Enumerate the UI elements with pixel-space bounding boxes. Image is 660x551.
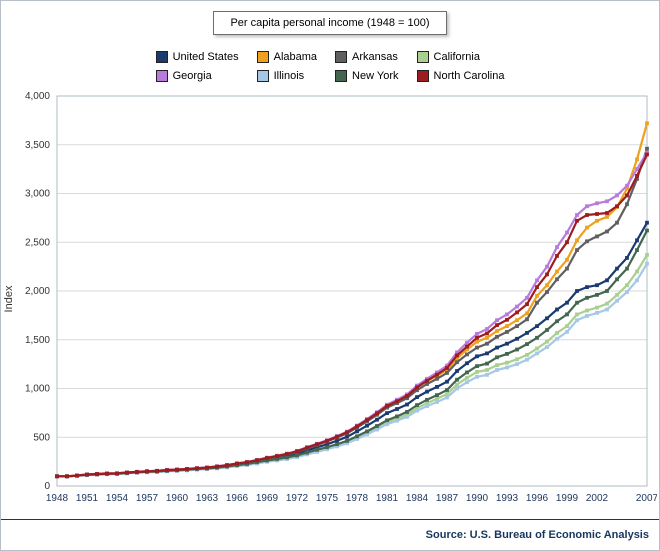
svg-text:1960: 1960 — [166, 493, 189, 504]
legend-swatch — [335, 51, 348, 63]
legend-swatch — [256, 70, 269, 82]
legend-label: Alabama — [273, 51, 318, 63]
svg-text:1954: 1954 — [106, 493, 129, 504]
svg-text:1975: 1975 — [316, 493, 339, 504]
line-chart: 0 500 1,000 1,500 2,000 2,500 3,000 3,500 4,000 1… — [25, 91, 657, 504]
svg-text:2,500: 2,500 — [25, 237, 50, 248]
svg-text:500: 500 — [33, 432, 50, 443]
series-illinois — [55, 261, 649, 479]
legend-label: Illinois — [273, 70, 305, 82]
legend-swatch — [155, 70, 168, 82]
legend-item-united-states: United States — [155, 51, 239, 63]
legend-item-arkansas: Arkansas — [335, 51, 398, 63]
svg-text:1966: 1966 — [226, 493, 249, 504]
svg-text:0: 0 — [44, 481, 50, 492]
plot-border — [56, 95, 648, 487]
series-alabama — [55, 121, 649, 479]
legend-label: North Carolina — [433, 70, 505, 82]
svg-text:1963: 1963 — [196, 493, 219, 504]
svg-text:1990: 1990 — [466, 493, 489, 504]
legend-item-georgia: Georgia — [155, 70, 239, 82]
legend-item-illinois: Illinois — [256, 70, 317, 82]
legend: United States Alabama Arkansas California Ge… — [155, 51, 505, 82]
chart-title-box: Per capita personal income (1948 = 100) — [213, 11, 447, 35]
svg-text:1951: 1951 — [76, 493, 99, 504]
svg-text:1948: 1948 — [46, 493, 69, 504]
svg-text:2,000: 2,000 — [25, 286, 50, 297]
legend-swatch — [256, 51, 269, 63]
gridlines — [57, 144, 647, 438]
svg-text:1957: 1957 — [136, 493, 159, 504]
svg-text:1987: 1987 — [436, 493, 459, 504]
legend-label: Georgia — [172, 70, 212, 82]
series-north-carolina — [55, 152, 649, 479]
y-axis-ticks: 0 500 1,000 1,500 2,000 2,500 3,000 3,500 4,000 — [25, 91, 50, 492]
legend-item-new-york: New York — [335, 70, 399, 82]
svg-text:4,000: 4,000 — [25, 91, 50, 102]
y-axis-title: Index — [3, 285, 15, 313]
svg-text:1981: 1981 — [376, 493, 399, 504]
chart-title: Per capita personal income (1948 = 100) — [230, 17, 430, 29]
series-california — [55, 253, 649, 479]
legend-label: California — [433, 51, 480, 63]
legend-label: Arkansas — [352, 51, 398, 63]
svg-text:3,500: 3,500 — [25, 140, 50, 151]
legend-swatch — [335, 70, 348, 82]
svg-text:3,000: 3,000 — [25, 189, 50, 200]
x-axis-ticks: 1948 1951 1954 1957 1960 1963 1966 1969 1972 1975… — [46, 493, 657, 504]
legend-label: United States — [172, 51, 239, 63]
legend-swatch — [416, 51, 429, 63]
svg-text:1996: 1996 — [526, 493, 549, 504]
footer: Source: U.S. Bureau of Economic Analysis — [1, 519, 659, 550]
svg-text:1984: 1984 — [406, 493, 429, 504]
svg-text:1978: 1978 — [346, 493, 369, 504]
svg-text:1,500: 1,500 — [25, 335, 50, 346]
svg-text:2007: 2007 — [636, 493, 657, 504]
legend-swatch — [155, 51, 168, 63]
legend-item-alabama: Alabama — [256, 51, 318, 63]
legend-swatch — [416, 70, 429, 82]
legend-item-north-carolina: North Carolina — [416, 70, 505, 82]
svg-text:1969: 1969 — [256, 493, 279, 504]
legend-label: New York — [352, 70, 399, 82]
svg-text:1972: 1972 — [286, 493, 309, 504]
source-text: Source: U.S. Bureau of Economic Analysis — [425, 529, 649, 541]
svg-text:1999: 1999 — [556, 493, 579, 504]
plot-area: Index 0 500 1,000 1,500 2,000 2,500 3,000 3,500… — [3, 90, 657, 508]
legend-item-california: California — [416, 51, 505, 63]
svg-text:1993: 1993 — [496, 493, 519, 504]
svg-text:2002: 2002 — [586, 493, 609, 504]
svg-text:1,000: 1,000 — [25, 384, 50, 395]
